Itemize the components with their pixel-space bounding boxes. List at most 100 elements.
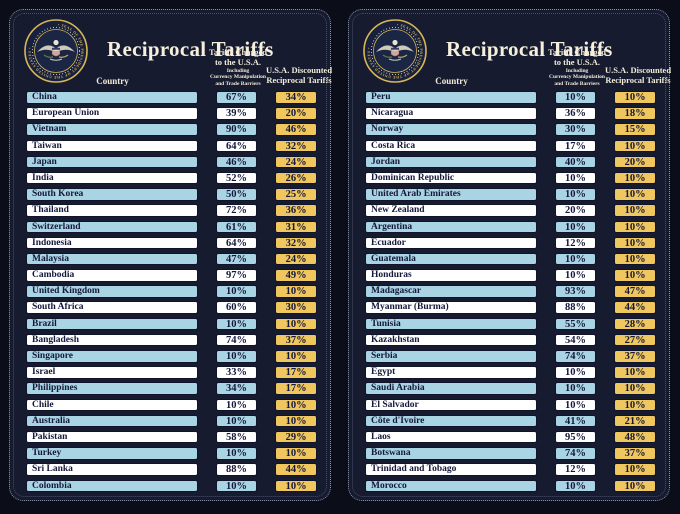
table-row: Turkey 10% 10% [26, 447, 317, 460]
panel-title: Reciprocal Tariffs [446, 37, 613, 61]
table-row: Ecuador 12% 10% [365, 236, 656, 250]
tariff-charged-cell: 20% [554, 204, 597, 217]
country-cell: Philippines [26, 382, 198, 395]
discounted-tariff-cell: 32% [275, 139, 317, 153]
table-row: Japan 46% 24% [26, 155, 317, 169]
country-cell: Brazil [26, 317, 198, 331]
table-row: Thailand 72% 36% [26, 204, 317, 217]
country-cell: Guatemala [365, 252, 537, 266]
discounted-tariff-cell: 20% [275, 107, 317, 120]
table-row: Sri Lanka 88% 44% [26, 463, 317, 476]
table-row: Bangladesh 74% 37% [26, 333, 317, 347]
eagle-emblem [37, 39, 75, 61]
discounted-tariff-cell: 26% [275, 171, 317, 185]
discounted-tariff-cell: 15% [614, 123, 656, 136]
discounted-tariff-cell: 10% [275, 317, 317, 331]
table-row: Morocco 10% 10% [365, 479, 656, 492]
tariff-charged-cell: 88% [215, 463, 258, 476]
country-cell: Argentina [365, 220, 537, 233]
tariff-charged-cell: 17% [554, 139, 597, 153]
presidential-seal-icon: • SEAL OF THE PRESIDENT OF THE UNITED ST… [363, 19, 427, 83]
country-cell: India [26, 171, 198, 185]
country-column-header: Country [435, 76, 468, 86]
discounted-tariff-cell: 10% [614, 382, 656, 395]
country-cell: New Zealand [365, 204, 537, 217]
tariff-charged-cell: 10% [554, 220, 597, 233]
country-cell: Malaysia [26, 252, 198, 266]
tariff-charged-cell: 60% [215, 301, 258, 314]
discounted-tariff-cell: 10% [614, 236, 656, 250]
table-row: Jordan 40% 20% [365, 155, 656, 169]
eagle-emblem [376, 39, 414, 61]
table-row: Australia 10% 10% [26, 414, 317, 428]
table-row: Peru 10% 10% [365, 91, 656, 104]
country-cell: Israel [26, 366, 198, 379]
discounted-tariff-cell: 10% [614, 269, 656, 282]
country-cell: Dominican Republic [365, 171, 537, 185]
tariff-charged-cell: 93% [554, 285, 597, 298]
discounted-tariff-cell: 18% [614, 107, 656, 120]
tariff-charged-cell: 39% [215, 107, 258, 120]
table-row: Guatemala 10% 10% [365, 252, 656, 266]
discounted-tariff-cell: 32% [275, 236, 317, 250]
table-row: Israel 33% 17% [26, 366, 317, 379]
tariff-charged-cell: 72% [215, 204, 258, 217]
tariff-charged-cell: 40% [554, 155, 597, 169]
tariff-charged-cell: 10% [554, 91, 597, 104]
table-row: Argentina 10% 10% [365, 220, 656, 233]
table-row: South Africa 60% 30% [26, 301, 317, 314]
discounted-tariff-cell: 28% [614, 317, 656, 331]
discounted-tariff-cell: 36% [275, 204, 317, 217]
tariff-charged-cell: 10% [554, 252, 597, 266]
table-row: Saudi Arabia 10% 10% [365, 382, 656, 395]
tariff-charged-cell: 34% [215, 382, 258, 395]
panel-header: • SEAL OF THE PRESIDENT OF THE UNITED ST… [349, 10, 671, 90]
country-cell: Bangladesh [26, 333, 198, 347]
table-row: Pakistan 58% 29% [26, 430, 317, 444]
discounted-tariff-cell: 10% [614, 220, 656, 233]
country-cell: European Union [26, 107, 198, 120]
tariff-charged-cell: 10% [554, 398, 597, 412]
discounted-tariff-cell: 37% [275, 333, 317, 347]
country-cell: Laos [365, 430, 537, 444]
tariff-charged-cell: 10% [215, 398, 258, 412]
country-cell: Colombia [26, 479, 198, 492]
country-cell: Cambodia [26, 269, 198, 282]
tariff-charged-cell: 90% [215, 123, 258, 136]
table-row: Egypt 10% 10% [365, 366, 656, 379]
country-cell: Kazakhstan [365, 333, 537, 347]
discounted-tariff-cell: 10% [614, 91, 656, 104]
country-cell: Madagascar [365, 285, 537, 298]
country-cell: China [26, 91, 198, 104]
country-cell: Australia [26, 414, 198, 428]
discounted-tariff-cell: 10% [614, 398, 656, 412]
table-row: Côte d'Ivoire 41% 21% [365, 414, 656, 428]
tariff-charged-cell: 88% [554, 301, 597, 314]
tariff-charged-cell: 10% [215, 447, 258, 460]
tariff-charged-cell: 67% [215, 91, 258, 104]
discounted-tariff-cell: 44% [275, 463, 317, 476]
discounted-tariff-cell: 17% [275, 382, 317, 395]
tariff-charged-cell: 74% [554, 447, 597, 460]
tariff-charged-cell: 64% [215, 236, 258, 250]
tariff-panel-left: • SEAL OF THE PRESIDENT OF THE UNITED ST… [9, 9, 332, 501]
table-row: Cambodia 97% 49% [26, 269, 317, 282]
country-cell: Chile [26, 398, 198, 412]
discounted-tariff-cell: 25% [275, 188, 317, 201]
table-row: Malaysia 47% 24% [26, 252, 317, 266]
discounted-tariff-cell: 10% [275, 447, 317, 460]
discounted-tariff-cell: 29% [275, 430, 317, 444]
tariff-charged-cell: 50% [215, 188, 258, 201]
discounted-tariff-cell: 10% [614, 204, 656, 217]
tariff-table-left: China 67% 34% European Union 39% 20% Vie… [10, 90, 330, 492]
country-cell: Costa Rica [365, 139, 537, 153]
table-row: Switzerland 61% 31% [26, 220, 317, 233]
country-cell: Trinidad and Tobago [365, 463, 537, 476]
tariff-charged-cell: 10% [215, 350, 258, 363]
table-row: Norway 30% 15% [365, 123, 656, 136]
country-cell: Myanmar (Burma) [365, 301, 537, 314]
table-row: Tunisia 55% 28% [365, 317, 656, 331]
country-cell: Vietnam [26, 123, 198, 136]
discounted-tariff-cell: 17% [275, 366, 317, 379]
